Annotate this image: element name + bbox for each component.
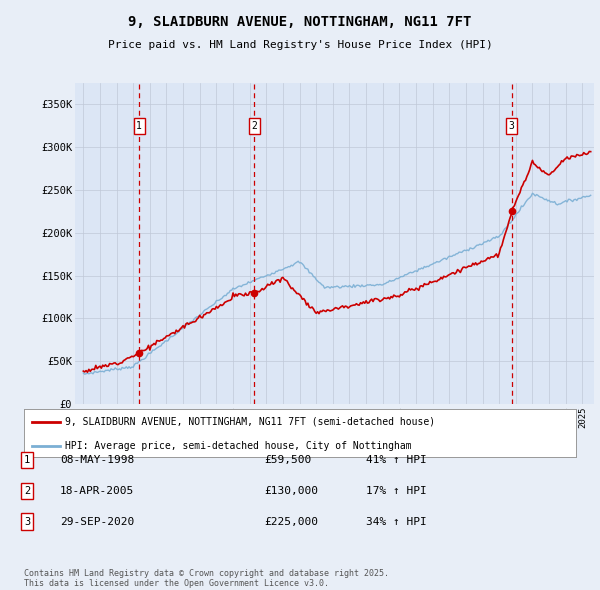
Text: 1: 1: [136, 121, 142, 131]
Text: 08-MAY-1998: 08-MAY-1998: [60, 455, 134, 465]
Text: 17% ↑ HPI: 17% ↑ HPI: [366, 486, 427, 496]
Text: 41% ↑ HPI: 41% ↑ HPI: [366, 455, 427, 465]
Text: Contains HM Land Registry data © Crown copyright and database right 2025.
This d: Contains HM Land Registry data © Crown c…: [24, 569, 389, 588]
Text: HPI: Average price, semi-detached house, City of Nottingham: HPI: Average price, semi-detached house,…: [65, 441, 412, 451]
Text: Price paid vs. HM Land Registry's House Price Index (HPI): Price paid vs. HM Land Registry's House …: [107, 40, 493, 50]
Text: 9, SLAIDBURN AVENUE, NOTTINGHAM, NG11 7FT: 9, SLAIDBURN AVENUE, NOTTINGHAM, NG11 7F…: [128, 15, 472, 29]
Text: 1: 1: [24, 455, 30, 465]
Text: 2: 2: [251, 121, 257, 131]
Text: 18-APR-2005: 18-APR-2005: [60, 486, 134, 496]
Text: £59,500: £59,500: [264, 455, 311, 465]
Text: £130,000: £130,000: [264, 486, 318, 496]
Text: 3: 3: [24, 517, 30, 526]
Text: £225,000: £225,000: [264, 517, 318, 526]
Text: 3: 3: [509, 121, 515, 131]
Text: 9, SLAIDBURN AVENUE, NOTTINGHAM, NG11 7FT (semi-detached house): 9, SLAIDBURN AVENUE, NOTTINGHAM, NG11 7F…: [65, 417, 436, 427]
Text: 34% ↑ HPI: 34% ↑ HPI: [366, 517, 427, 526]
Text: 29-SEP-2020: 29-SEP-2020: [60, 517, 134, 526]
Text: 2: 2: [24, 486, 30, 496]
